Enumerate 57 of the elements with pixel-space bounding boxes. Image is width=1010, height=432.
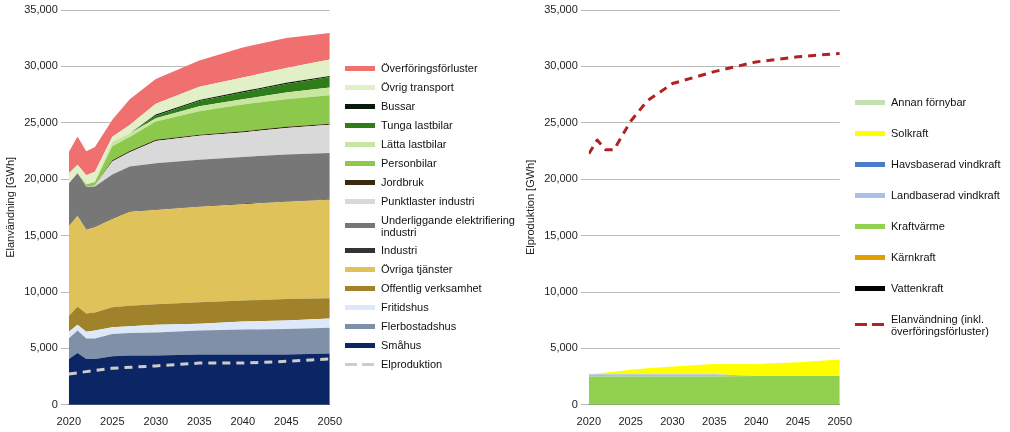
x-tick-label: 2020 — [56, 415, 82, 428]
y-tick-label: 15,000 — [24, 228, 58, 241]
legend-label: Offentlig verksamhet — [381, 282, 482, 294]
x-tick-label: 2050 — [317, 415, 343, 428]
y-tick-label: 20,000 — [24, 172, 58, 185]
legend-label: Övriga tjänster — [381, 263, 453, 275]
x-tick-label: 2050 — [827, 415, 853, 428]
y-tick-label: 30,000 — [544, 59, 578, 72]
legend-label: Jordbruk — [381, 176, 424, 188]
y-tick-label: 5,000 — [30, 341, 58, 354]
y-tick-label: 35,000 — [544, 3, 578, 16]
legend-label: Annan förnybar — [891, 96, 967, 108]
legend-label: Överföringsförluster — [381, 62, 478, 74]
legend-label: Vattenkraft — [891, 282, 944, 294]
y-tick-label: 30,000 — [24, 59, 58, 72]
y-tick-label: 0 — [51, 397, 58, 410]
x-tick-label: 2045 — [785, 415, 811, 428]
legend-label: Fritidshus — [381, 301, 429, 313]
legend-label: Lätta lastbilar — [381, 138, 447, 150]
x-tick-label: 2030 — [143, 415, 169, 428]
legend-label: Landbaserad vindkraft — [891, 189, 1000, 201]
x-tick-label: 2035 — [702, 415, 727, 428]
legend-label: Elanvändning (inkl. överföringsförluster) — [891, 312, 990, 337]
y-axis-title: Elanvändning [GWh] — [3, 156, 16, 258]
legend-label: Punktlaster industri — [381, 195, 475, 207]
legend-label: Övrig transport — [381, 81, 454, 93]
legend-label: Personbilar — [381, 157, 437, 169]
legend-label: Tunga lastbilar — [381, 119, 453, 131]
legend-label: Underliggande elektrifiering industri — [381, 213, 516, 238]
x-tick-label: 2045 — [274, 415, 299, 428]
legend-label: Industri — [381, 244, 418, 256]
legend-label: Kärnkraft — [891, 251, 936, 263]
y-tick-label: 0 — [571, 397, 578, 410]
y-tick-label: 25,000 — [24, 115, 58, 128]
x-tick-label: 2040 — [743, 415, 769, 428]
y-tick-label: 10,000 — [24, 285, 58, 298]
x-tick-label: 2020 — [576, 415, 602, 428]
x-tick-label: 2040 — [230, 415, 256, 428]
legend-label: Kraftvärme — [891, 220, 945, 232]
legend-label: Flerbostadshus — [381, 320, 457, 332]
y-axis-title: Elproduktion [GWh] — [523, 159, 536, 256]
x-tick-label: 2035 — [187, 415, 212, 428]
legend-label: Havsbaserad vindkraft — [891, 158, 1001, 170]
x-tick-label: 2025 — [100, 415, 125, 428]
legend-label: Solkraft — [891, 127, 929, 139]
legend-label: Elproduktion — [381, 358, 443, 370]
y-tick-label: 10,000 — [544, 285, 578, 298]
y-tick-label: 20,000 — [544, 172, 578, 185]
x-tick-label: 2030 — [660, 415, 685, 428]
legend-label: Bussar — [381, 100, 416, 112]
line-series — [68, 357, 330, 376]
y-tick-label: 25,000 — [544, 115, 578, 128]
y-tick-label: 15,000 — [544, 228, 578, 241]
y-tick-label: 5,000 — [550, 341, 578, 354]
legend-label: Småhus — [381, 339, 422, 351]
y-tick-label: 35,000 — [24, 3, 58, 16]
x-tick-label: 2025 — [618, 415, 643, 428]
